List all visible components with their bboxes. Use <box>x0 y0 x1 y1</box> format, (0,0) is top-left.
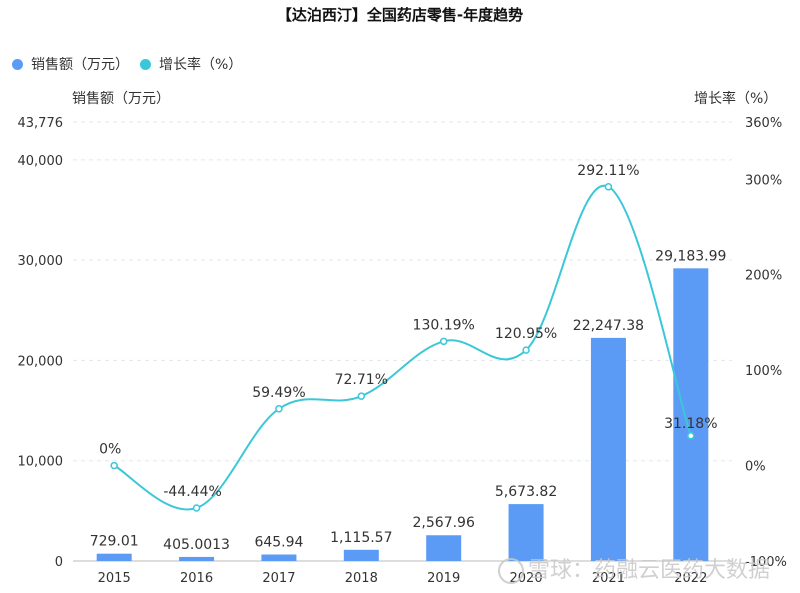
bar <box>343 549 379 561</box>
growth-value-label: -44.44% <box>163 484 221 500</box>
bar <box>426 535 462 561</box>
y-left-tick-label: 30,000 <box>18 254 64 269</box>
y-left-tick-label: 43,776 <box>18 116 64 131</box>
y-right-tick-label: 360% <box>745 116 782 131</box>
growth-point <box>110 461 118 470</box>
watermark: 雪球：药融云医药大数据 <box>498 552 770 584</box>
growth-value-label: 292.11% <box>577 163 639 179</box>
y-right-tick-label: -100% <box>745 555 787 570</box>
bar <box>508 504 544 561</box>
growth-point <box>522 346 530 354</box>
x-tick-label: 2016 <box>180 571 213 586</box>
growth-value-label: 120.95% <box>495 326 557 342</box>
legend-line-icon <box>140 58 151 70</box>
growth-point <box>192 504 201 512</box>
bar-value-label: 22,247.38 <box>573 318 644 334</box>
snowball-logo-icon <box>498 558 524 584</box>
y-left-tick-label: 20,000 <box>18 354 64 369</box>
bar-value-label: 405.0013 <box>163 537 230 553</box>
bar-value-label: 29,183.99 <box>655 248 726 264</box>
growth-value-label: 130.19% <box>413 317 475 333</box>
y-left-tick-label: 10,000 <box>18 455 64 470</box>
chart-title: 【达泊西汀】全国药店零售-年度趋势 <box>276 6 524 24</box>
x-tick-label: 2022 <box>674 571 707 586</box>
growth-point <box>604 183 613 191</box>
y-right-tick-label: 200% <box>745 269 782 284</box>
bar <box>96 553 132 561</box>
growth-point <box>275 405 283 413</box>
x-tick-label: 2017 <box>262 571 295 586</box>
legend-item-sales[interactable]: 销售额（万元） <box>12 54 129 74</box>
bar <box>261 554 297 561</box>
growth-point <box>439 337 448 346</box>
legend-label-growth: 增长率（%） <box>159 57 243 73</box>
bar <box>179 556 215 561</box>
x-tick-label: 2018 <box>345 571 378 586</box>
bar-value-label: 729.01 <box>90 534 139 550</box>
y-right-tick-label: 300% <box>745 173 782 188</box>
bar <box>673 268 709 561</box>
y-left-tick-label: 40,000 <box>18 154 64 169</box>
y-right-axis-title: 增长率（%） <box>694 91 778 107</box>
legend-bar-icon <box>12 58 23 70</box>
growth-value-label: 0% <box>99 442 121 458</box>
growth-value-label: 59.49% <box>252 385 305 401</box>
legend-item-growth[interactable]: 增长率（%） <box>140 54 242 74</box>
growth-value-label: 31.18% <box>664 416 717 432</box>
x-tick-label: 2015 <box>98 571 131 586</box>
x-tick-label: 2021 <box>592 571 625 586</box>
bar-value-label: 1,115.57 <box>330 530 392 546</box>
watermark-text: 雪球：药融云医药大数据 <box>528 558 771 583</box>
y-left-tick-label: 0 <box>55 555 63 570</box>
y-right-tick-label: 0% <box>745 460 766 475</box>
bar-value-label: 645.94 <box>254 535 303 551</box>
y-right-tick-label: 100% <box>745 364 782 379</box>
bar-value-label: 5,673.82 <box>495 484 557 500</box>
x-tick-label: 2019 <box>427 571 460 586</box>
y-left-axis-title: 销售额（万元） <box>72 91 170 107</box>
bar-value-label: 2,567.96 <box>413 515 475 531</box>
growth-point <box>357 392 366 400</box>
legend-label-sales: 销售额（万元） <box>31 57 129 73</box>
growth-value-label: 72.71% <box>335 372 388 388</box>
bar <box>590 337 626 561</box>
growth-point <box>687 432 695 440</box>
